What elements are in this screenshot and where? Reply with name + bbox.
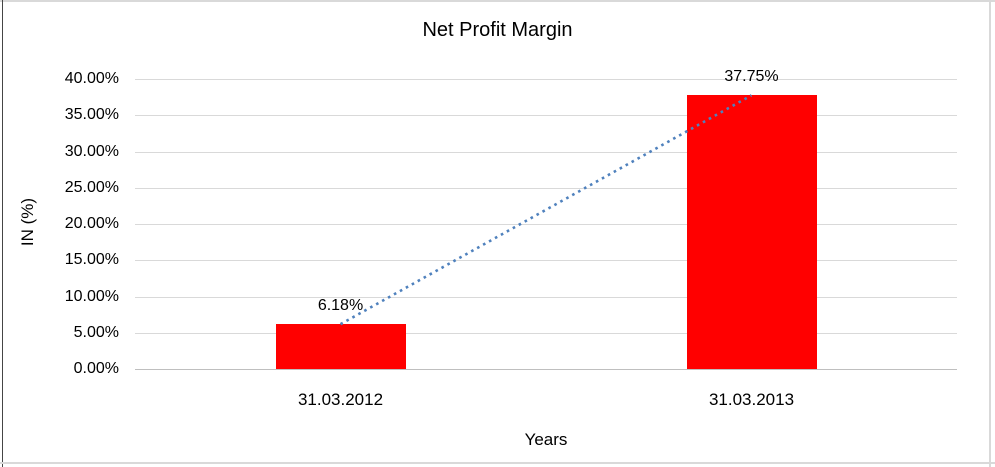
y-tick-label: 35.00% (64, 106, 119, 123)
x-category-label: 31.03.2012 (297, 390, 384, 409)
frame-border-top (0, 0, 995, 2)
x-axis-title: Years (524, 430, 568, 449)
y-tick-label: 40.00% (64, 70, 119, 87)
y-tick-label: 15.00% (64, 251, 119, 268)
gridline (135, 224, 957, 225)
gridline (135, 297, 957, 298)
y-tick-label: 10.00% (64, 288, 119, 305)
bar (686, 95, 817, 369)
y-tick-label: 0.00% (73, 360, 119, 377)
chart-title: Net Profit Margin (422, 19, 573, 41)
gridline (135, 152, 957, 153)
gridline (135, 115, 957, 116)
gridline (135, 79, 957, 80)
y-tick-label: 20.00% (64, 215, 119, 232)
data-label: 37.75% (724, 68, 779, 86)
y-tick-label: 5.00% (73, 324, 119, 341)
y-tick-label: 30.00% (64, 143, 119, 160)
x-axis-line (135, 369, 957, 370)
frame-border-right (989, 0, 991, 467)
frame-border-left (2, 0, 3, 467)
trendline-segment (339, 94, 753, 326)
gridline (135, 260, 957, 261)
gridline (135, 333, 957, 334)
bar (275, 324, 406, 369)
y-tick-label: 25.00% (64, 179, 119, 196)
gridline (135, 188, 957, 189)
frame-border-bottom (0, 462, 995, 464)
x-category-label: 31.03.2013 (708, 390, 795, 409)
data-label: 6.18% (317, 297, 364, 315)
